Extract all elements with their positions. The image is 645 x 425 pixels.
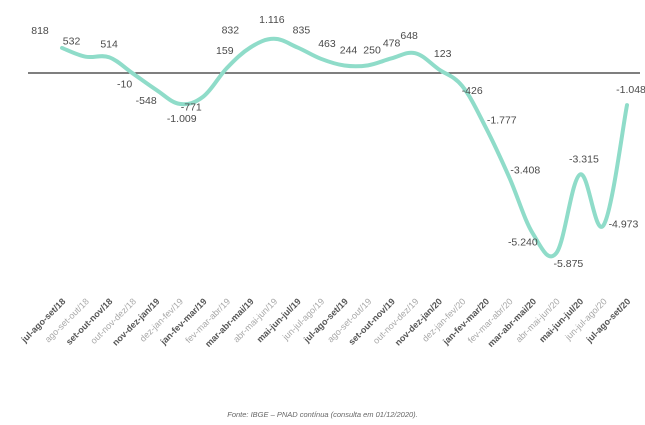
data-label: 159: [216, 45, 234, 57]
data-label: -5.875: [553, 258, 583, 270]
data-label: 123: [434, 48, 452, 60]
data-label: 1.116: [259, 14, 285, 26]
data-label: 478: [383, 37, 401, 49]
data-label: -1.048: [616, 84, 645, 96]
data-label: 835: [293, 24, 311, 36]
data-label: -426: [462, 85, 483, 97]
data-label: 648: [400, 30, 418, 42]
data-label: 514: [100, 38, 118, 50]
data-label: 532: [63, 36, 81, 48]
data-label: 818: [31, 25, 49, 37]
series-line: [60, 36, 629, 259]
data-label: -5.240: [508, 237, 538, 249]
data-label: -548: [136, 95, 157, 107]
data-label: -1.777: [487, 114, 517, 126]
data-label: -10: [117, 78, 132, 90]
source-note: Fonte: IBGE – PNAD contínua (consulta em…: [227, 410, 418, 419]
data-label: -3.315: [569, 154, 599, 166]
data-label: -771: [181, 102, 202, 114]
data-label: -4.973: [609, 218, 639, 230]
data-label: -3.408: [510, 164, 540, 176]
data-label: 250: [363, 44, 381, 56]
data-label: -1.009: [167, 113, 197, 125]
data-label: 832: [222, 25, 240, 37]
data-label: 244: [340, 45, 358, 57]
data-label: 463: [318, 38, 336, 50]
